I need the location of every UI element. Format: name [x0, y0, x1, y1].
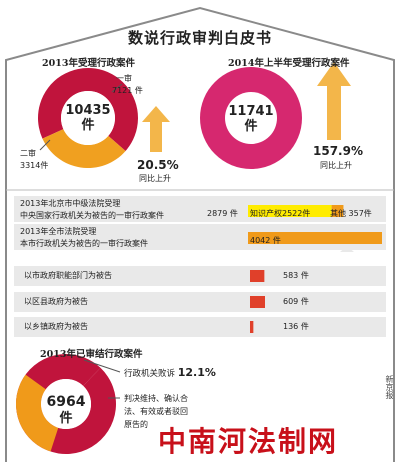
- infographic-title: 数说行政审判白皮书: [127, 29, 272, 47]
- pie-2014-center-unit: 件: [244, 119, 258, 134]
- pie-judged-slice: [66, 354, 101, 386]
- row-3-bar: [250, 270, 265, 282]
- pie-judged-center-value: 6964: [46, 394, 86, 410]
- pie-2013-leader-line: [111, 83, 123, 93]
- pie-2013-center-value: 10435: [65, 103, 111, 118]
- row-3-value: 583 件: [283, 271, 309, 280]
- pie-2013-center-unit: 件: [81, 118, 95, 133]
- row-5-value: 136 件: [283, 322, 309, 331]
- pie-2013-slice-label: 二审: [20, 149, 36, 158]
- pie-2013-hole: [61, 91, 115, 145]
- pie-2013-slice: [42, 129, 126, 169]
- house-frame-outline: [5, 6, 395, 462]
- row-2-pointer: [340, 246, 354, 252]
- uphold-label-line: 原告的: [124, 420, 148, 429]
- pie-judged-center-unit: 件: [59, 411, 73, 426]
- lose-rate-label: 行政机关败诉 12.1%: [124, 366, 216, 379]
- row-4-value: 609 件: [283, 297, 309, 306]
- judged-title: 2013年已审结行政案件: [40, 349, 143, 360]
- row-2-label-line: 本市行政机关为被告的一审行政案件: [20, 239, 148, 248]
- pie-2013-title: 2013年受理行政案件: [42, 58, 135, 69]
- row-1-segment-bar: [331, 205, 344, 217]
- uphold-label-line: 判决维持、确认合: [124, 394, 188, 403]
- row-4-band: [14, 292, 386, 312]
- row-5-band: [14, 317, 386, 337]
- pie-judged-hole: [41, 379, 91, 429]
- pie-2013-slice-label: 一审: [116, 74, 132, 83]
- growth-2013-note: 同比上升: [139, 174, 171, 183]
- pie-judged-leader-line: [83, 359, 121, 373]
- pie-2014-title: 2014年上半年受理行政案件: [228, 58, 350, 69]
- row-4-label: 以区县政府为被告: [24, 297, 88, 306]
- row-1-label-line: 2013年北京市中级法院受理: [20, 199, 121, 208]
- pie-2013-slice-value: 3314件: [20, 161, 49, 170]
- pie-2014-center-value: 11741: [228, 104, 274, 119]
- pie-2014-hole: [225, 92, 277, 144]
- source-credit: 新京报: [385, 375, 394, 399]
- growth-2014-arrow: [317, 62, 351, 140]
- row-3-band: [14, 266, 386, 286]
- pie-2013-leader-line: [39, 139, 51, 151]
- growth-2014-value: 157.9%: [313, 144, 363, 158]
- pie-2013-slice: [37, 67, 138, 152]
- row-4-bar: [250, 296, 265, 308]
- row-5-bar: [250, 321, 254, 333]
- row-3-label: 以市政府职能部门为被告: [24, 271, 112, 280]
- row-2-bar: [248, 232, 382, 244]
- row-1-segment-label: 其他 357件: [330, 209, 372, 218]
- pie-judged-slice: [15, 374, 59, 452]
- uphold-label-line: 法、有效或者驳回: [124, 407, 188, 416]
- watermark-text: 中南河法制网: [158, 425, 339, 458]
- row-1-total: 2879 件: [207, 209, 238, 218]
- row-2-value: 4042 件: [250, 236, 281, 245]
- lose-rate-value: 12.1%: [177, 366, 216, 379]
- row-5-label: 以乡镇政府为被告: [24, 322, 88, 331]
- pie-2013-slice-value: 7121 件: [112, 86, 143, 95]
- growth-2013-value: 20.5%: [137, 158, 179, 172]
- row-1-segment-bar: [248, 205, 332, 217]
- row-1-label-line: 中央国家行政机关为被告的一审行政案件: [20, 211, 164, 220]
- row-1-segment-label: 知识产权2522件: [250, 209, 311, 218]
- row-2-label-line: 2013年全市法院受理: [20, 227, 97, 236]
- growth-2014-note: 同比上升: [320, 161, 352, 170]
- growth-2013-arrow: [142, 106, 170, 152]
